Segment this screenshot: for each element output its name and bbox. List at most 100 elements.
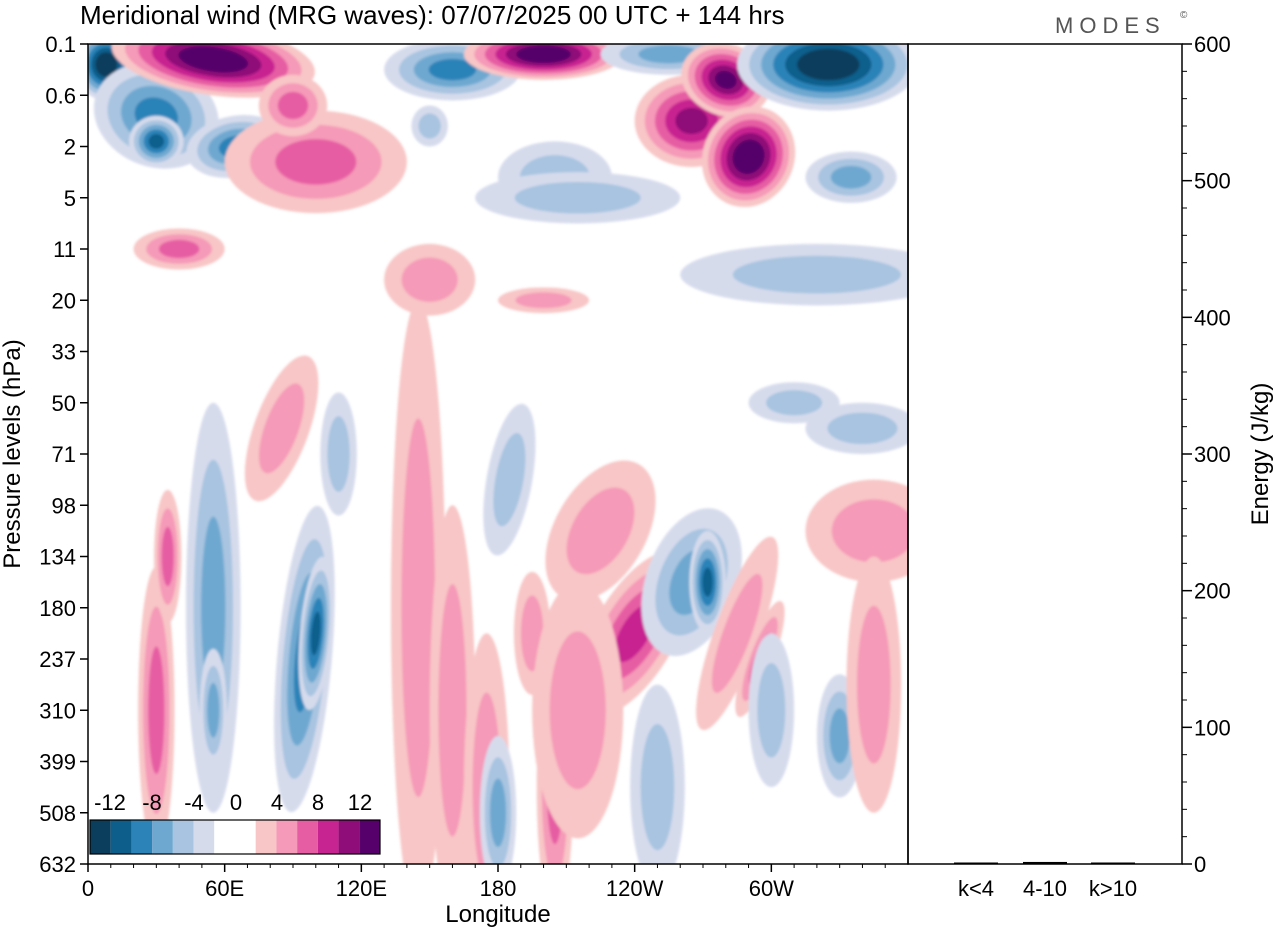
y-tick-label: 632	[39, 852, 76, 877]
positive-wind-contour	[161, 526, 174, 587]
colorbar-frame	[89, 819, 381, 855]
negative-wind-contour	[757, 662, 786, 758]
x-axis-ticks: 0 60E 120E 180 120W 60W	[82, 864, 886, 901]
colorbar-swatch	[338, 820, 360, 854]
colorbar-label: -4	[184, 790, 204, 815]
energy-tick-label: 0	[1194, 852, 1206, 877]
energy-bar	[954, 862, 998, 864]
colorbar-label: 12	[348, 790, 372, 815]
colorbar-swatch	[297, 820, 318, 854]
negative-wind-contour	[493, 432, 526, 527]
positive-wind-contour	[566, 487, 635, 575]
negative-wind-contour	[418, 113, 441, 139]
y-tick-label: 0.1	[45, 32, 76, 57]
colorbar-swatch	[317, 820, 339, 854]
negative-wind-contour	[310, 611, 321, 656]
colorbar-label: -12	[94, 790, 126, 815]
y-tick-label: 20	[52, 288, 76, 313]
x-tick-label: 120E	[336, 876, 387, 901]
colorbar-label: 0	[230, 790, 242, 815]
x-tick-label: 60W	[749, 876, 794, 901]
negative-wind-contour	[827, 412, 898, 445]
y-tick-label: 180	[39, 596, 76, 621]
colorbar-swatch	[193, 820, 215, 854]
x-tick-label: 60E	[205, 876, 244, 901]
positive-wind-contour	[857, 605, 891, 764]
negative-wind-contour	[640, 724, 675, 851]
brand-logo: MODES	[1055, 13, 1166, 38]
negative-wind-contour	[148, 134, 165, 149]
x-tick-label: 120W	[606, 876, 664, 901]
x-axis-label: Longitude	[445, 901, 550, 928]
positive-wind-contour	[191, 51, 235, 68]
negative-wind-contour	[638, 45, 700, 64]
positive-wind-contour	[711, 573, 763, 693]
negative-wind-contour	[809, 54, 848, 75]
energy-tick-label: 500	[1194, 169, 1231, 194]
energy-tick-label: 400	[1194, 305, 1231, 330]
negative-wind-contour	[766, 390, 823, 416]
colorbar-label: 8	[312, 790, 324, 815]
energy-bar	[1091, 862, 1135, 864]
heatmap-contours	[88, 44, 908, 864]
y-axis-label: Pressure levels (hPa)	[0, 339, 26, 568]
positive-wind-contour	[277, 91, 309, 120]
colorbar-swatch	[359, 820, 380, 854]
y-axis-ticks: 0.1 0.6 2 5 11 20 33 50 71 98 134 180 237 310 399 508 63…	[39, 32, 88, 877]
y-tick-label: 33	[52, 340, 76, 365]
x-tick-label: 180	[480, 876, 517, 901]
negative-wind-contour	[830, 165, 872, 189]
y-tick-label: 237	[39, 647, 76, 672]
colorbar-swatch	[255, 820, 277, 854]
positive-wind-contour	[258, 383, 305, 474]
positive-wind-contour	[526, 48, 561, 60]
y-tick-label: 134	[39, 545, 76, 570]
negative-wind-contour	[514, 181, 641, 214]
y-tick-label: 98	[52, 493, 76, 518]
energy-tick-label: 600	[1194, 32, 1231, 57]
energy-tick-label: 100	[1194, 715, 1231, 740]
positive-wind-contour	[738, 146, 759, 168]
y-tick-label: 2	[64, 135, 76, 160]
energy-category-label: k>10	[1089, 876, 1137, 901]
positive-wind-contour	[148, 646, 165, 775]
energy-bars	[954, 861, 1135, 864]
positive-wind-contour	[401, 257, 458, 302]
positive-wind-contour	[831, 499, 908, 563]
y-tick-label: 399	[39, 750, 76, 775]
y-tick-label: 71	[52, 442, 76, 467]
positive-wind-contour	[275, 139, 357, 185]
colorbar-swatch	[214, 820, 235, 854]
negative-wind-contour	[489, 778, 507, 847]
energy-category-label: k<4	[958, 876, 994, 901]
y-tick-label: 11	[53, 237, 76, 262]
energy-tick-label: 200	[1194, 579, 1231, 604]
negative-wind-contour	[702, 567, 713, 597]
y-tick-label: 50	[52, 391, 76, 416]
colorbar-swatch	[152, 820, 173, 854]
negative-wind-contour	[428, 58, 477, 81]
colorbar-label: 4	[271, 790, 283, 815]
energy-tick-label: 300	[1194, 442, 1231, 467]
positive-wind-contour	[515, 292, 572, 309]
positive-wind-contour	[714, 70, 737, 89]
negative-wind-contour	[207, 682, 220, 738]
positive-wind-contour	[549, 631, 606, 790]
energy-axis: 0 100 200 300 400 500 600	[1182, 32, 1231, 877]
colorbar-label: -8	[142, 790, 162, 815]
negative-wind-contour	[201, 516, 226, 699]
colorbar-swatch	[110, 820, 132, 854]
positive-wind-contour	[675, 107, 708, 135]
y-tick-label: 5	[64, 186, 76, 211]
colorbar-swatch	[131, 820, 153, 854]
colorbar-swatch	[276, 820, 298, 854]
colorbar: -12 -8 -4 0 4 8 12	[89, 790, 381, 855]
y-tick-label: 508	[39, 801, 76, 826]
positive-wind-contour	[401, 418, 436, 797]
energy-axis-label: Energy (J/kg)	[1247, 383, 1274, 526]
colorbar-swatch	[90, 820, 111, 854]
negative-wind-contour	[829, 708, 850, 764]
positive-wind-contour	[438, 584, 467, 837]
chart-title: Meridional wind (MRG waves): 07/07/2025 …	[80, 0, 785, 30]
